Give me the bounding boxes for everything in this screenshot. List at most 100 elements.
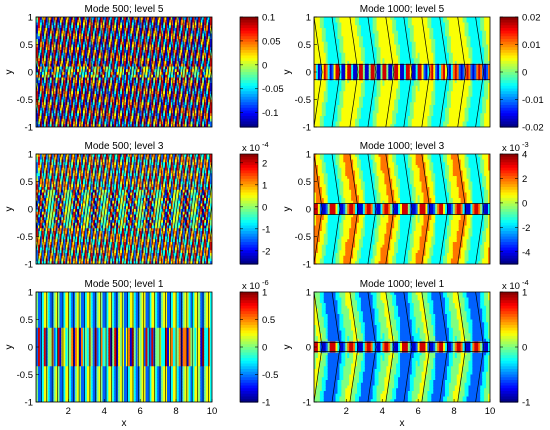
colorbar-segment: [240, 28, 258, 32]
y-axis-label: y: [4, 207, 15, 212]
colorbar-segment: [500, 258, 518, 262]
colorbar-tick-label: 2: [262, 158, 267, 169]
colorbar-segment: [500, 374, 518, 378]
colorbar-segment: [500, 203, 518, 207]
colorbar-tick-label: -1: [262, 224, 270, 235]
colorbar-segment: [500, 162, 518, 166]
colorbar: 2 1 0 -1 -2 x 10 -4: [239, 140, 270, 265]
colorbar-segment: [500, 124, 518, 128]
colorbar-segment: [500, 363, 518, 367]
y-tick-label: -0.5: [17, 95, 33, 106]
colorbar-segment: [500, 338, 518, 343]
colorbar-segment: [240, 355, 258, 359]
colorbar-tick-label: 0.1: [262, 13, 275, 24]
colorbar-segment: [240, 347, 258, 351]
colorbar-segment: [240, 242, 258, 246]
colorbar-segment: [500, 30, 518, 35]
colorbar-segment: [240, 382, 258, 387]
colorbar-segment: [240, 66, 258, 70]
colorbar-segment: [240, 17, 258, 21]
colorbar-segment: [500, 167, 518, 172]
colorbar-segment: [500, 247, 518, 251]
colorbar-segment: [240, 181, 258, 185]
colorbar-segment: [240, 154, 258, 158]
colorbar-segment: [240, 36, 258, 40]
colorbar-segment: [240, 203, 258, 207]
colorbar-segment: [500, 189, 518, 194]
colorbar-segment: [240, 189, 258, 194]
colorbar-segment: [240, 102, 258, 106]
colorbar-segment: [500, 393, 518, 398]
colorbar-segment: [240, 206, 258, 210]
colorbar-segment: [500, 308, 518, 312]
colorbar-segment: [240, 94, 258, 98]
colorbar-segment: [500, 121, 518, 125]
y-tick-label: -0.5: [17, 232, 33, 243]
colorbar-segment: [240, 69, 258, 73]
colorbar-segment: [240, 217, 258, 221]
colorbar-segment: [240, 363, 258, 367]
colorbar-segment: [240, 209, 258, 213]
contour-field: [314, 17, 490, 127]
colorbar-segment: [500, 336, 518, 340]
colorbar-segment: [240, 228, 258, 232]
colorbar-segment: [500, 209, 518, 213]
y-tick-label: -1: [25, 123, 33, 134]
y-tick-label: 1: [28, 13, 33, 24]
x-tick-label: 4: [380, 406, 385, 417]
colorbar-segment: [500, 116, 518, 120]
colorbar-segment: [500, 236, 518, 240]
colorbar-segment: [240, 369, 258, 373]
colorbar-tick-label: -0.1: [262, 108, 278, 119]
colorbar-segment: [500, 170, 518, 174]
colorbar-segment: [500, 300, 518, 304]
colorbar-segment: [240, 233, 258, 238]
colorbar-segment: [500, 83, 518, 87]
colorbar-segment: [500, 358, 518, 362]
colorbar-frame: [239, 16, 259, 128]
colorbar-segment: [240, 88, 258, 92]
colorbar-exponent: x 10 -4: [242, 140, 269, 154]
y-axis-label: y: [282, 70, 293, 75]
contour-field: [36, 17, 212, 127]
colorbar-segment: [240, 380, 258, 384]
colorbar-segment: [240, 124, 258, 128]
colorbar-tick-label: -1: [522, 398, 530, 409]
x-tick-label: 6: [416, 406, 421, 417]
colorbar-segment: [500, 85, 518, 90]
colorbar-tick-label: 0.5: [262, 315, 275, 326]
panel-title: Mode 500; level 1: [85, 279, 164, 290]
colorbar-segment: [240, 211, 258, 216]
colorbar-segment: [240, 236, 258, 240]
colorbar-segment: [240, 39, 258, 43]
colorbar-segment: [240, 316, 258, 321]
y-tick-label: -0.5: [295, 95, 311, 106]
panel-title: Mode 1000; level 1: [360, 279, 445, 290]
colorbar-segment: [240, 72, 258, 76]
colorbar-segment: [240, 162, 258, 166]
colorbar-segment: [500, 294, 518, 299]
colorbar-segment: [240, 358, 258, 362]
colorbar-segment: [500, 360, 518, 365]
x-tick-label: 2: [66, 406, 71, 417]
colorbar-segment: [500, 366, 518, 370]
colorbar-tick-label: 0: [522, 343, 527, 354]
colorbar-segment: [240, 222, 258, 227]
colorbar-segment: [500, 52, 518, 57]
colorbar-segment: [240, 247, 258, 251]
colorbar-segment: [500, 195, 518, 199]
colorbar-segment: [500, 327, 518, 332]
colorbar-exponent-power: -3: [520, 140, 529, 149]
y-tick-label: 0.5: [20, 315, 33, 326]
colorbar-segment: [500, 349, 518, 354]
colorbar-segment: [240, 22, 258, 26]
colorbar-segment: [240, 393, 258, 398]
colorbar-segment: [500, 17, 518, 21]
colorbar-segment: [500, 297, 518, 301]
panel-5: Mode 500; level 1 1 0.5 0 -0.5 -1 y 2 4 6 8 10 x 1 0.5…: [4, 278, 278, 429]
y-tick-label: -1: [303, 398, 311, 409]
colorbar: 0.02 0.01 0 -0.01 -0.02: [499, 13, 544, 134]
colorbar-segment: [240, 91, 258, 95]
colorbar-exponent-power: -6: [260, 278, 269, 287]
y-tick-label: -1: [25, 398, 33, 409]
